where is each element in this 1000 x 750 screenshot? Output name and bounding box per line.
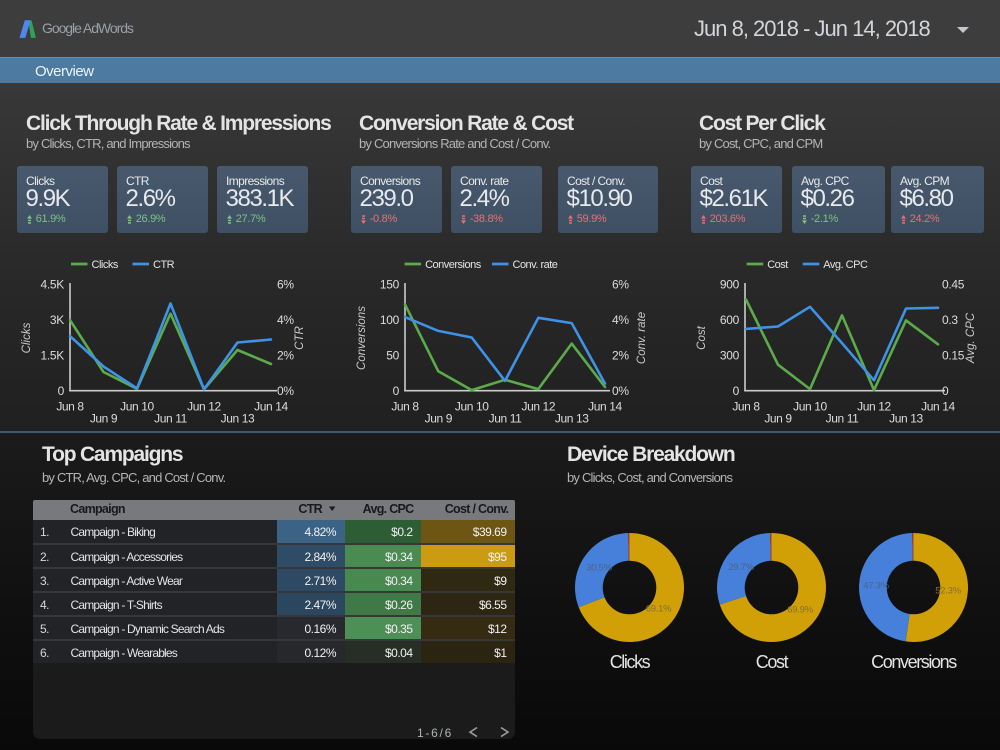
svg-text:4.5K: 4.5K — [41, 278, 65, 292]
svg-text:47.3%: 47.3% — [863, 580, 889, 591]
svg-text:Jun 9: Jun 9 — [764, 412, 792, 426]
svg-text:0%: 0% — [612, 384, 629, 398]
svg-text:Cost: Cost — [767, 259, 788, 271]
svg-text:0: 0 — [733, 384, 740, 398]
svg-text:Jun 11: Jun 11 — [489, 412, 522, 426]
svg-text:Jun 8: Jun 8 — [391, 400, 419, 414]
svg-text:30.5%: 30.5% — [586, 562, 612, 573]
svg-text:Jun 10: Jun 10 — [793, 400, 827, 414]
svg-text:Jun 14: Jun 14 — [588, 400, 622, 414]
svg-text:0.15: 0.15 — [942, 349, 965, 363]
svg-text:4%: 4% — [612, 313, 629, 327]
svg-text:0: 0 — [942, 384, 949, 398]
svg-text:900: 900 — [720, 278, 740, 292]
svg-text:Conversions: Conversions — [356, 306, 368, 370]
svg-text:50: 50 — [386, 349, 399, 363]
svg-text:300: 300 — [720, 349, 740, 363]
svg-text:29.7%: 29.7% — [728, 562, 754, 573]
svg-text:Conv. rate: Conv. rate — [636, 312, 648, 364]
svg-text:1.5K: 1.5K — [41, 349, 65, 363]
svg-text:Jun 12: Jun 12 — [857, 400, 891, 414]
svg-text:Jun 13: Jun 13 — [555, 412, 589, 426]
svg-text:6%: 6% — [277, 278, 294, 292]
svg-text:CTR: CTR — [294, 326, 306, 350]
svg-text:Conversions: Conversions — [425, 259, 482, 271]
svg-text:Jun 10: Jun 10 — [120, 400, 154, 414]
svg-text:6%: 6% — [612, 278, 629, 292]
svg-text:Jun 9: Jun 9 — [425, 412, 453, 426]
svg-text:69.9%: 69.9% — [787, 604, 813, 615]
svg-text:2%: 2% — [612, 349, 629, 363]
svg-text:0.3: 0.3 — [942, 313, 958, 327]
svg-text:2%: 2% — [277, 349, 294, 363]
svg-text:4%: 4% — [277, 313, 294, 327]
svg-text:0%: 0% — [277, 384, 294, 398]
svg-text:Avg. CPC: Avg. CPC — [965, 312, 977, 364]
svg-text:Jun 14: Jun 14 — [254, 400, 288, 414]
svg-text:Jun 13: Jun 13 — [889, 412, 923, 426]
svg-text:Jun 12: Jun 12 — [521, 400, 555, 414]
svg-text:0: 0 — [393, 384, 400, 398]
svg-text:Jun 11: Jun 11 — [826, 412, 859, 426]
svg-text:Clicks: Clicks — [92, 259, 119, 271]
svg-text:CTR: CTR — [153, 259, 175, 271]
svg-text:100: 100 — [380, 313, 400, 327]
svg-text:Conv. rate: Conv. rate — [513, 259, 558, 271]
svg-text:Jun 9: Jun 9 — [90, 412, 118, 426]
svg-text:0.45: 0.45 — [942, 278, 965, 292]
svg-text:Jun 13: Jun 13 — [221, 412, 255, 426]
svg-text:Jun 12: Jun 12 — [187, 400, 221, 414]
svg-text:600: 600 — [720, 313, 740, 327]
svg-text:69.1%: 69.1% — [646, 603, 672, 614]
svg-text:Jun 10: Jun 10 — [455, 400, 489, 414]
svg-text:Jun 14: Jun 14 — [921, 400, 955, 414]
svg-text:3K: 3K — [50, 313, 64, 327]
svg-text:Jun 8: Jun 8 — [56, 400, 84, 414]
svg-text:52.3%: 52.3% — [935, 585, 961, 596]
svg-text:Jun 8: Jun 8 — [732, 400, 760, 414]
svg-text:Avg. CPC: Avg. CPC — [823, 259, 868, 271]
svg-text:Cost: Cost — [696, 325, 708, 349]
svg-text:0: 0 — [58, 384, 65, 398]
svg-text:150: 150 — [380, 278, 400, 292]
svg-text:Clicks: Clicks — [21, 322, 33, 353]
svg-text:Jun 11: Jun 11 — [154, 412, 187, 426]
